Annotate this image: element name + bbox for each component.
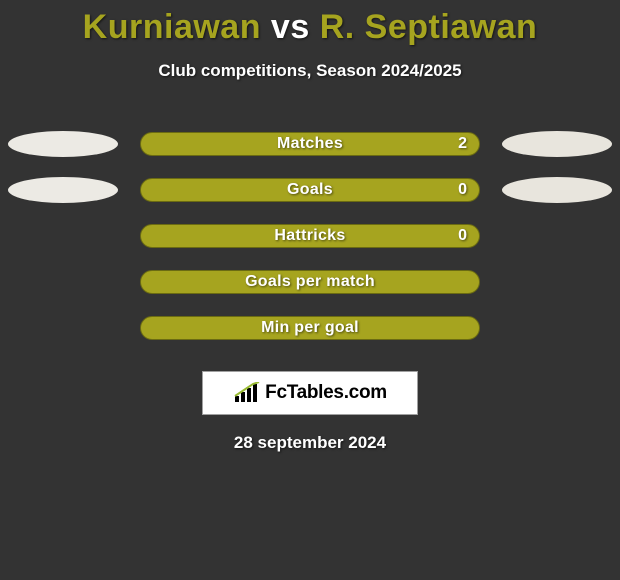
stat-bar-value: 2: [458, 135, 467, 153]
bar-chart-icon: [233, 382, 261, 404]
subtitle: Club competitions, Season 2024/2025: [0, 61, 620, 81]
footer-date: 28 september 2024: [0, 433, 620, 453]
stat-bar-label: Min per goal: [261, 319, 359, 337]
fctables-logo-text: FcTables.com: [265, 382, 387, 404]
stat-bar: Hattricks 0: [140, 224, 480, 248]
stats-rows: Matches 2 Goals 0 Hattricks 0 Goals per …: [0, 121, 620, 351]
stat-bar: Goals per match: [140, 270, 480, 294]
title-player-1: Kurniawan: [83, 8, 261, 46]
stat-row-goals-per-match: Goals per match: [0, 259, 620, 305]
left-ellipse: [8, 177, 118, 203]
left-ellipse: [8, 131, 118, 157]
page-title: Kurniawan vs R. Septiawan: [0, 0, 620, 47]
stat-bar-label: Matches: [277, 135, 343, 153]
stat-bar-label: Goals per match: [245, 273, 375, 291]
stat-bar-label: Goals: [287, 181, 333, 199]
right-ellipse: [502, 177, 612, 203]
right-ellipse: [502, 131, 612, 157]
stat-row-matches: Matches 2: [0, 121, 620, 167]
title-player-2: R. Septiawan: [320, 8, 538, 46]
stat-bar: Goals 0: [140, 178, 480, 202]
stat-bar-value: 0: [458, 181, 467, 199]
stat-bar-value: 0: [458, 227, 467, 245]
title-vs: vs: [261, 8, 320, 46]
stat-bar: Matches 2: [140, 132, 480, 156]
fctables-logo[interactable]: FcTables.com: [202, 371, 418, 415]
stat-row-min-per-goal: Min per goal: [0, 305, 620, 351]
stat-row-hattricks: Hattricks 0: [0, 213, 620, 259]
stat-bar: Min per goal: [140, 316, 480, 340]
stat-row-goals: Goals 0: [0, 167, 620, 213]
stat-bar-label: Hattricks: [274, 227, 345, 245]
